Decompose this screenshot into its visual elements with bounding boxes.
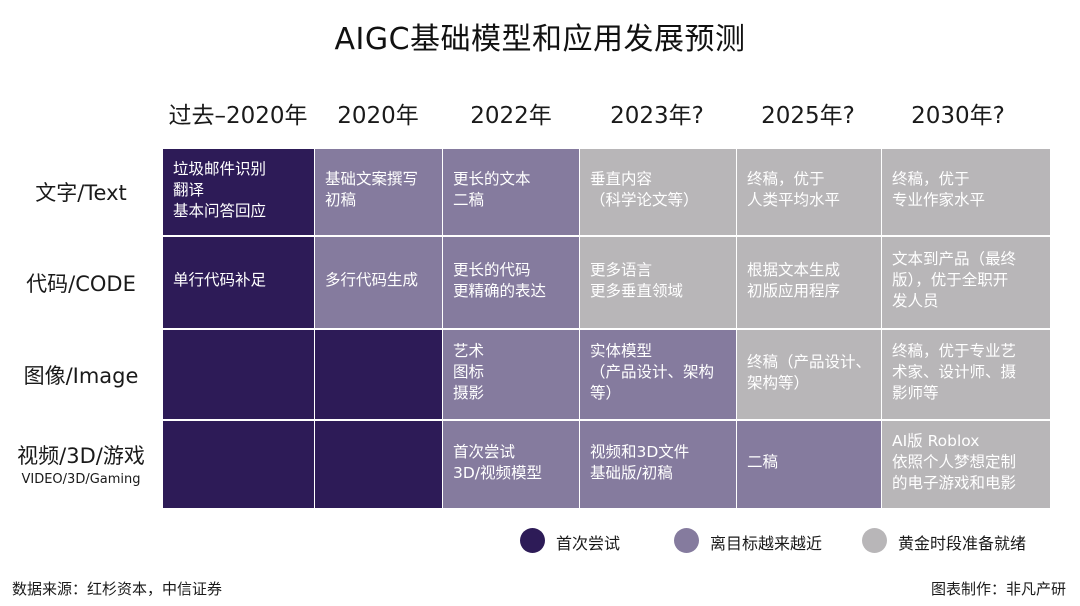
table-cell: 文本到产品（最终 版），优于全职开 发人员 (882, 237, 1050, 328)
table-cell: 根据文本生成 初版应用程序 (737, 237, 881, 328)
legend-swatch-ready (862, 528, 887, 553)
column-header-5: 2030年? (911, 103, 1005, 129)
legend-label-closer: 离目标越来越近 (710, 534, 823, 553)
row-header-1: 代码/CODE (0, 268, 162, 298)
row-label: 视频/3D/游戏 (17, 443, 145, 468)
column-header-1: 2020年 (337, 103, 419, 129)
table-cell (163, 421, 314, 508)
table-cell: 终稿，优于 人类平均水平 (737, 149, 881, 235)
table-cell (163, 330, 314, 419)
column-header-2: 2022年 (470, 103, 552, 129)
row-label: 文字/Text (35, 181, 127, 205)
row-sublabel: VIDEO/3D/Gaming (21, 471, 141, 487)
table-cell: 实体模型 （产品设计、架构 等） (580, 330, 736, 419)
legend-swatch-first-try (520, 528, 545, 553)
table-cell: 二稿 (737, 421, 881, 508)
table-cell (315, 421, 442, 508)
table-cell: 多行代码生成 (315, 237, 442, 328)
table-cell: 视频和3D文件 基础版/初稿 (580, 421, 736, 508)
column-header-0: 过去–2020年 (168, 103, 308, 129)
credit-note: 图表制作：非凡产研 (930, 580, 1066, 598)
table-cell: 基础文案撰写 初稿 (315, 149, 442, 235)
table-cell: 垃圾邮件识别 翻译 基本问答回应 (163, 149, 314, 235)
row-label: 图像/Image (23, 363, 139, 388)
row-header-3: 视频/3D/游戏 VIDEO/3D/Gaming (0, 440, 162, 487)
row-header-2: 图像/Image (0, 360, 162, 390)
legend-label-ready: 黄金时段准备就绪 (898, 534, 1027, 553)
table-cell: 更长的代码 更精确的表达 (443, 237, 579, 328)
table-cell: 首次尝试 3D/视频模型 (443, 421, 579, 508)
column-header-4: 2025年? (761, 103, 855, 129)
row-label: 代码/CODE (26, 271, 136, 296)
table-cell (315, 330, 442, 419)
column-header-3: 2023年? (610, 103, 704, 129)
table-cell: 单行代码补足 (163, 237, 314, 328)
table-cell: 垂直内容 （科学论文等） (580, 149, 736, 235)
table-cell: 艺术 图标 摄影 (443, 330, 579, 419)
row-header-0: 文字/Text (0, 177, 162, 207)
table-cell: 终稿，优于 专业作家水平 (882, 149, 1050, 235)
table-cell: 更多语言 更多垂直领域 (580, 237, 736, 328)
legend-label-first-try: 首次尝试 (556, 534, 621, 553)
table-cell: 终稿（产品设计、 架构等） (737, 330, 881, 419)
chart-title: AIGC基础模型和应用发展预测 (334, 22, 746, 57)
table-cell: AI版 Roblox 依照个人梦想定制 的电子游戏和电影 (882, 421, 1050, 508)
table-cell: 更长的文本 二稿 (443, 149, 579, 235)
source-note: 数据来源：红杉资本，中信证券 (12, 580, 223, 598)
table-cell: 终稿，优于专业艺 术家、设计师、摄 影师等 (882, 330, 1050, 419)
legend-swatch-closer (674, 528, 699, 553)
